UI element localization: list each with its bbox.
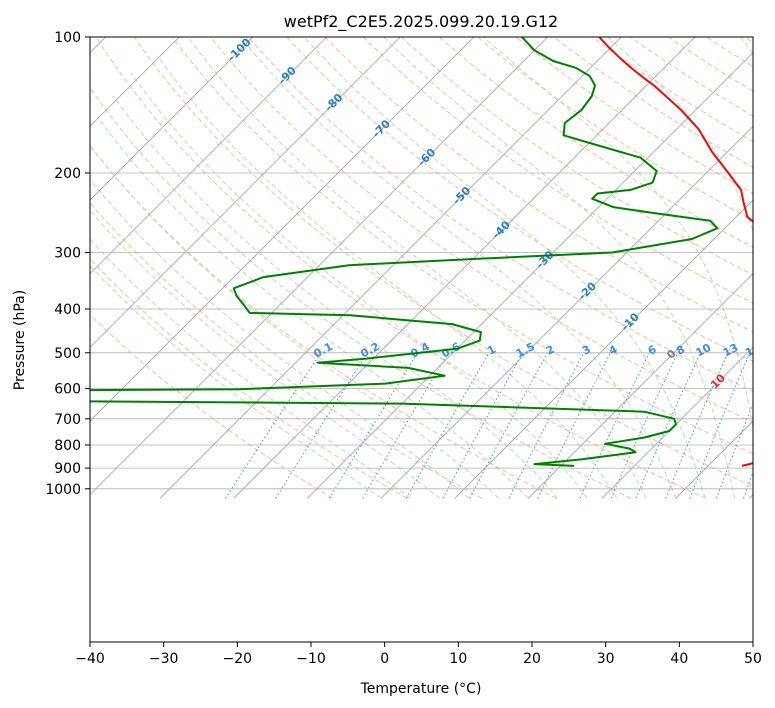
x-tick-label: −30 [149, 651, 179, 667]
mixing-ratio-line [442, 352, 524, 499]
y-tick-label: 700 [54, 412, 81, 428]
moist-adiabat-line [187, 37, 647, 499]
isotherm-line [90, 37, 254, 201]
x-tick-label: 40 [670, 651, 688, 667]
isotherm-line [380, 125, 753, 499]
y-tick-label: 300 [54, 246, 81, 262]
isotherm-line [90, 37, 327, 275]
mixing-ratio-line [362, 352, 449, 499]
x-tick-label: 50 [744, 651, 762, 667]
dry-adiabat-line [90, 314, 333, 499]
moist-adiabat-line [90, 178, 470, 499]
mixing-ratio-line [469, 352, 549, 499]
mixing-ratio-label: 16 [743, 341, 763, 360]
mixing-ratio-line [405, 352, 490, 499]
moist-adiabat-line [303, 37, 706, 499]
isotherm-line [90, 37, 180, 127]
x-axis-label: Temperature (°C) [360, 681, 482, 697]
mixing-ratio-line [328, 352, 419, 499]
x-tick-label: −10 [296, 651, 326, 667]
y-tick-label: 600 [54, 382, 81, 398]
profiles [90, 37, 753, 467]
moist-adiabat-line [240, 37, 677, 499]
isotherm-line [601, 346, 753, 499]
x-tick-label: 20 [523, 651, 541, 667]
x-tick-label: 30 [597, 651, 615, 667]
dry-adiabat-line [133, 37, 753, 487]
isotherm-line [159, 37, 622, 499]
x-tick-label: 10 [449, 651, 467, 667]
dewpoint-profile-line [90, 37, 719, 467]
y-axis-ticks: 100 200 300 400 500 600 700 800 900 1000 [45, 30, 90, 498]
isotherm-line [90, 37, 475, 422]
dry-adiabat-line [210, 37, 753, 423]
moist-adiabat-line [483, 37, 753, 430]
plot-frame [89, 36, 754, 643]
temperature-profile-line [598, 37, 753, 467]
isotherm-line [233, 37, 696, 499]
y-tick-label: 400 [54, 302, 81, 318]
isotherm-line [454, 199, 753, 499]
dry-adiabat-line [171, 37, 753, 455]
x-axis-ticks: −40 −30 −20 −10 0 10 20 30 40 50 [75, 642, 762, 667]
y-tick-label: 800 [54, 438, 81, 454]
moist-adiabat-line [383, 37, 736, 499]
y-tick-label: 900 [54, 461, 81, 477]
background-lines [90, 37, 753, 499]
isotherm-line [307, 52, 753, 499]
moist-adiabat-line [90, 265, 382, 499]
moist-adiabat-line [90, 144, 500, 499]
y-tick-label: 1000 [45, 482, 81, 498]
mixing-ratio-line [225, 352, 322, 499]
isotherm-line [528, 273, 753, 499]
isotherm-line [90, 37, 548, 496]
y-tick-label: 200 [54, 166, 81, 182]
dry-adiabat-line [95, 37, 707, 499]
mixing-ratio-line [689, 352, 751, 499]
dry-adiabat-line [248, 37, 753, 393]
dry-adiabat-line [90, 258, 408, 499]
mixing-ratio-line [665, 352, 729, 499]
moist-adiabat-line [130, 72, 588, 499]
x-tick-label: 0 [380, 651, 389, 667]
moist-adiabat-line [90, 238, 411, 499]
x-tick-label: −40 [75, 651, 105, 667]
y-tick-label: 100 [54, 30, 81, 46]
isotherm-line [90, 37, 401, 348]
mixing-ratio-label: 10 [694, 341, 714, 360]
chart-title: wetPf2_C2E5.2025.099.20.19.G12 [284, 12, 558, 32]
moist-adiabat-line [112, 95, 559, 499]
y-axis-label: Pressure (hPa) [12, 290, 28, 390]
moist-adiabat-line [90, 209, 441, 499]
y-tick-label: 500 [54, 346, 81, 362]
mixing-ratio-label: 13 [721, 341, 741, 360]
moist-adiabat-line [156, 55, 618, 499]
x-tick-label: −20 [223, 651, 253, 667]
mixing-ratio-line [579, 352, 650, 499]
dry-adiabat-line [324, 37, 753, 333]
